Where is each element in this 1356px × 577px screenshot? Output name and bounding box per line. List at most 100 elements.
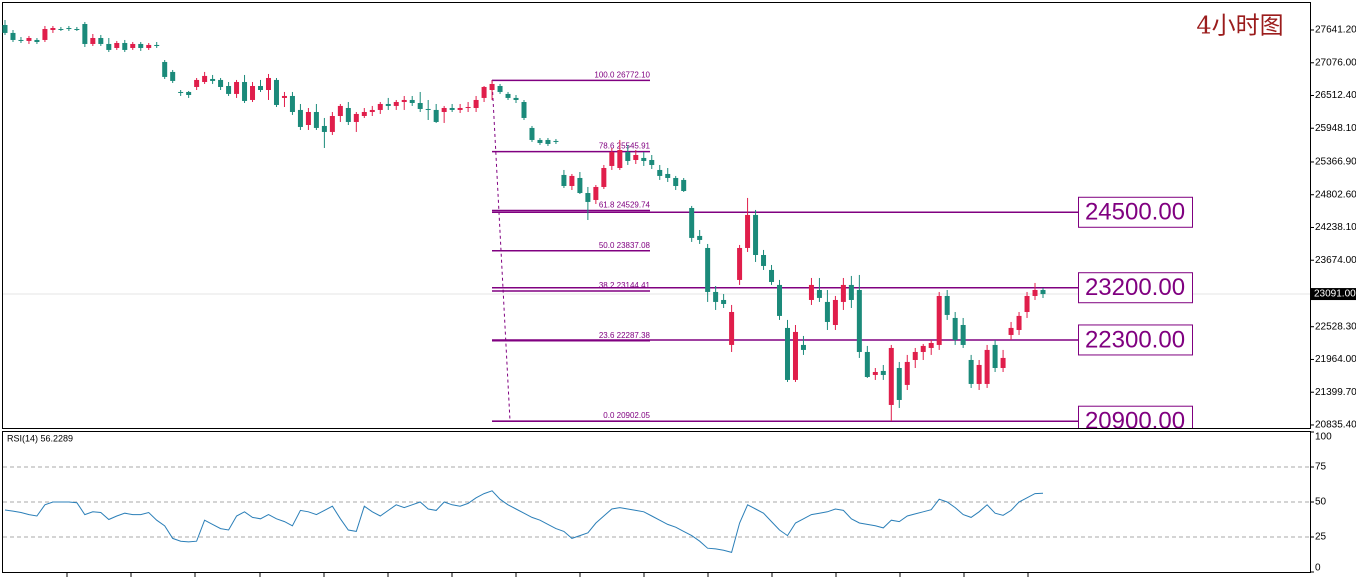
candle-body [992, 344, 998, 368]
candle-body [737, 247, 743, 280]
main-panel [2, 2, 1311, 429]
fib-label: 78.6 25545.91 [599, 142, 651, 151]
candle-body [154, 44, 160, 47]
candle-body [529, 127, 535, 140]
candle-body [385, 103, 391, 106]
candle-body [729, 311, 735, 345]
last-price-box [1311, 288, 1356, 301]
candle-body [497, 85, 503, 92]
candle-body [856, 289, 862, 352]
candle-body [936, 295, 942, 345]
candle-body [242, 81, 248, 101]
candle-body [912, 351, 918, 360]
candle-body [138, 43, 144, 48]
candle-body [210, 78, 216, 81]
candle-body [273, 79, 279, 105]
candle-body [960, 324, 966, 345]
level-box [1078, 324, 1193, 356]
candle-body [968, 359, 974, 384]
candle-body [1016, 315, 1022, 330]
candle-body [401, 99, 407, 103]
candle-body [784, 327, 790, 380]
candle-body [561, 174, 567, 186]
candle-body [1000, 357, 1006, 368]
level-label: 22300.00 [1085, 326, 1185, 353]
level-label: 23200.00 [1085, 274, 1185, 301]
candle-body [441, 107, 447, 112]
y-tick-label: 24802.60 [1315, 189, 1356, 200]
candle-body [449, 107, 455, 110]
candle-body [864, 351, 870, 377]
candle-body [505, 93, 511, 98]
candle-body [393, 102, 399, 106]
candle-body [904, 361, 910, 385]
candle-body [329, 115, 335, 132]
level-box [1078, 196, 1193, 228]
candle-body [681, 179, 687, 191]
candle-body [42, 29, 48, 40]
candle-body [888, 347, 894, 405]
rsi-title: RSI(14) 56.2289 [7, 433, 73, 443]
candle-body [66, 28, 72, 30]
candle-body [481, 86, 487, 98]
y-tick-label: 100 [1315, 432, 1332, 443]
candle-body [321, 125, 327, 132]
candle-body [761, 254, 767, 266]
candle-body [601, 167, 607, 187]
candle-body [585, 193, 591, 202]
level-box [1078, 405, 1193, 428]
candle-body [753, 214, 759, 255]
fib-label: 0.0 20902.05 [603, 411, 650, 420]
candle-body [649, 159, 655, 165]
candle-body [593, 186, 599, 200]
last-price-label: 23091.00 [1314, 289, 1356, 300]
candle-body [808, 284, 814, 300]
candle-body [369, 109, 375, 112]
candle-body [1024, 295, 1030, 312]
candle-body [345, 107, 351, 122]
candle-body [377, 103, 383, 110]
candle-body [705, 247, 711, 292]
candle-body [34, 39, 40, 43]
candle-body [194, 79, 200, 87]
time-axis [66, 573, 1029, 577]
fib-label: 23.6 22287.38 [599, 331, 651, 340]
candle-body [122, 42, 128, 50]
candle-body [665, 173, 671, 178]
candle-body [777, 284, 783, 316]
fib-label: 61.8 24529.74 [599, 201, 651, 210]
candle-body [984, 349, 990, 384]
candle-body [178, 91, 184, 93]
candle-body [816, 289, 822, 298]
candle-body [713, 291, 719, 302]
candle-body [920, 345, 926, 352]
candle-body [433, 109, 439, 122]
candle-body [50, 28, 56, 30]
candle-body [792, 331, 798, 380]
y-tick-label: 75 [1315, 462, 1327, 473]
candle-body [114, 42, 120, 48]
candle-body [130, 43, 136, 48]
candle-body [337, 105, 343, 116]
candle-body [848, 284, 854, 300]
candle-body [569, 175, 575, 186]
candle-body [800, 344, 806, 350]
candle-body [976, 364, 982, 384]
y-tick-label: 25948.10 [1315, 123, 1356, 134]
candle-body [617, 150, 623, 168]
y-tick-label: 24238.10 [1315, 222, 1356, 233]
candle-body [641, 157, 647, 161]
rsi-line [4, 490, 1044, 554]
candle-body [289, 95, 295, 112]
candle-body [58, 29, 64, 31]
level-label: 20900.00 [1085, 408, 1185, 435]
candle-body [928, 342, 934, 348]
level-label: 24500.00 [1085, 199, 1185, 226]
candle-body [305, 111, 311, 125]
fib-label: 100.0 26772.10 [594, 71, 650, 80]
candle-body [457, 107, 463, 110]
y-tick-label: 21964.00 [1315, 354, 1356, 365]
chart-title: 4小时图 [1196, 12, 1283, 40]
candle-body [265, 77, 271, 90]
